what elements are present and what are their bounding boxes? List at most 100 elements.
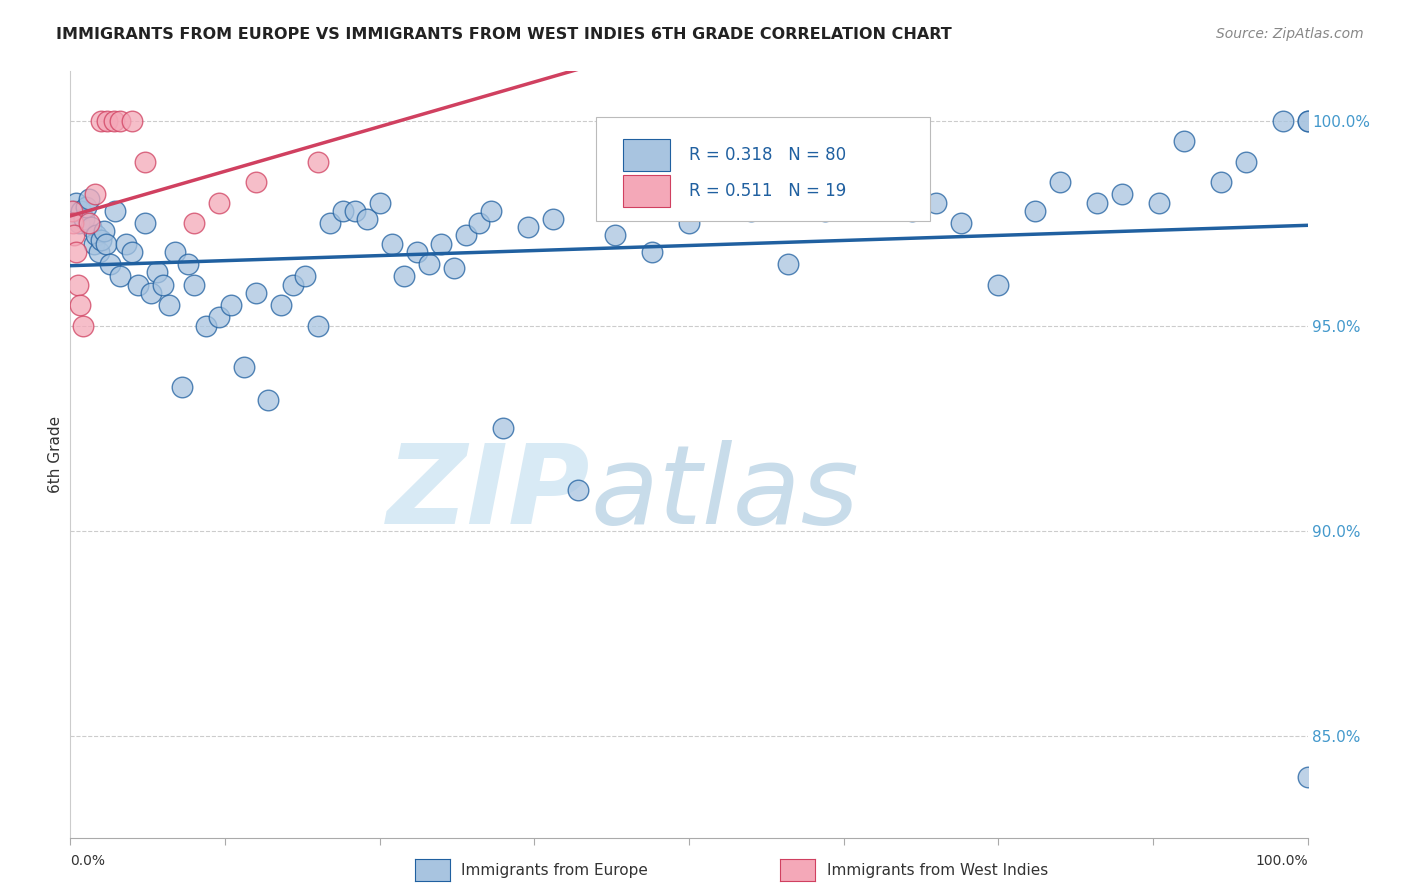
Point xyxy=(183,277,205,292)
Point xyxy=(245,285,267,300)
Text: 0.0%: 0.0% xyxy=(70,854,105,868)
Point xyxy=(183,216,205,230)
Point xyxy=(115,236,138,251)
FancyBboxPatch shape xyxy=(596,118,931,221)
Point xyxy=(60,203,83,218)
Point xyxy=(72,318,94,333)
Point xyxy=(87,244,110,259)
Point xyxy=(69,298,91,312)
Point xyxy=(75,200,97,214)
Point xyxy=(195,318,218,333)
Point xyxy=(77,216,100,230)
Point xyxy=(208,310,231,325)
Point xyxy=(1024,203,1046,218)
FancyBboxPatch shape xyxy=(623,175,671,207)
Point xyxy=(93,224,115,238)
Point xyxy=(177,257,200,271)
Point xyxy=(90,233,112,247)
Point xyxy=(208,195,231,210)
Point xyxy=(104,203,127,218)
Point xyxy=(90,113,112,128)
Point xyxy=(740,203,762,218)
Point xyxy=(139,285,162,300)
Point xyxy=(405,244,427,259)
Point xyxy=(73,212,96,227)
Point xyxy=(1296,113,1319,128)
Point xyxy=(1085,195,1108,210)
Point xyxy=(776,257,799,271)
Point xyxy=(257,392,280,407)
Point xyxy=(146,265,169,279)
Point xyxy=(394,269,416,284)
Point xyxy=(950,216,973,230)
Point xyxy=(1271,113,1294,128)
Point xyxy=(319,216,342,230)
Point xyxy=(381,236,404,251)
Point xyxy=(567,483,589,497)
Point xyxy=(1234,154,1257,169)
Point xyxy=(80,220,103,235)
Point xyxy=(84,228,107,243)
Point xyxy=(98,257,121,271)
Point xyxy=(108,113,131,128)
Point xyxy=(678,216,700,230)
Point xyxy=(83,236,105,251)
Text: Immigrants from West Indies: Immigrants from West Indies xyxy=(827,863,1047,878)
Point xyxy=(1209,175,1232,189)
Text: R = 0.318   N = 80: R = 0.318 N = 80 xyxy=(689,146,846,164)
Point xyxy=(307,154,329,169)
Point xyxy=(219,298,242,312)
Point xyxy=(281,277,304,292)
Point xyxy=(270,298,292,312)
Point xyxy=(925,195,948,210)
Point xyxy=(467,216,489,230)
Point xyxy=(170,380,193,394)
Text: IMMIGRANTS FROM EUROPE VS IMMIGRANTS FROM WEST INDIES 6TH GRADE CORRELATION CHAR: IMMIGRANTS FROM EUROPE VS IMMIGRANTS FRO… xyxy=(56,27,952,42)
Text: Source: ZipAtlas.com: Source: ZipAtlas.com xyxy=(1216,27,1364,41)
Point xyxy=(1147,195,1170,210)
Point xyxy=(987,277,1010,292)
Point xyxy=(121,113,143,128)
Point xyxy=(294,269,316,284)
Point xyxy=(65,244,87,259)
Point xyxy=(443,261,465,276)
Text: 100.0%: 100.0% xyxy=(1256,854,1308,868)
Point xyxy=(232,359,254,374)
Point xyxy=(1111,187,1133,202)
Point xyxy=(127,277,149,292)
Point xyxy=(245,175,267,189)
Point xyxy=(96,113,118,128)
Point xyxy=(1296,770,1319,784)
Point xyxy=(96,236,118,251)
Point xyxy=(70,203,93,218)
Point xyxy=(1173,134,1195,148)
Y-axis label: 6th Grade: 6th Grade xyxy=(48,417,63,493)
Point xyxy=(121,244,143,259)
Point xyxy=(641,244,664,259)
Text: ZIP: ZIP xyxy=(387,440,591,547)
Point xyxy=(1049,175,1071,189)
Point xyxy=(814,203,837,218)
Point xyxy=(356,212,378,227)
Point xyxy=(103,113,125,128)
Point xyxy=(430,236,453,251)
FancyBboxPatch shape xyxy=(623,139,671,171)
Point xyxy=(1296,113,1319,128)
Point xyxy=(307,318,329,333)
Point xyxy=(77,192,100,206)
Point xyxy=(343,203,366,218)
Point xyxy=(368,195,391,210)
Point xyxy=(152,277,174,292)
Text: R = 0.511   N = 19: R = 0.511 N = 19 xyxy=(689,182,846,200)
Point xyxy=(517,220,540,235)
Text: Immigrants from Europe: Immigrants from Europe xyxy=(461,863,648,878)
Point xyxy=(67,216,90,230)
Point xyxy=(134,154,156,169)
Point xyxy=(603,228,626,243)
Point xyxy=(900,203,922,218)
Point xyxy=(134,216,156,230)
Point xyxy=(863,187,886,202)
Point xyxy=(65,195,87,210)
Point xyxy=(541,212,564,227)
Point xyxy=(332,203,354,218)
